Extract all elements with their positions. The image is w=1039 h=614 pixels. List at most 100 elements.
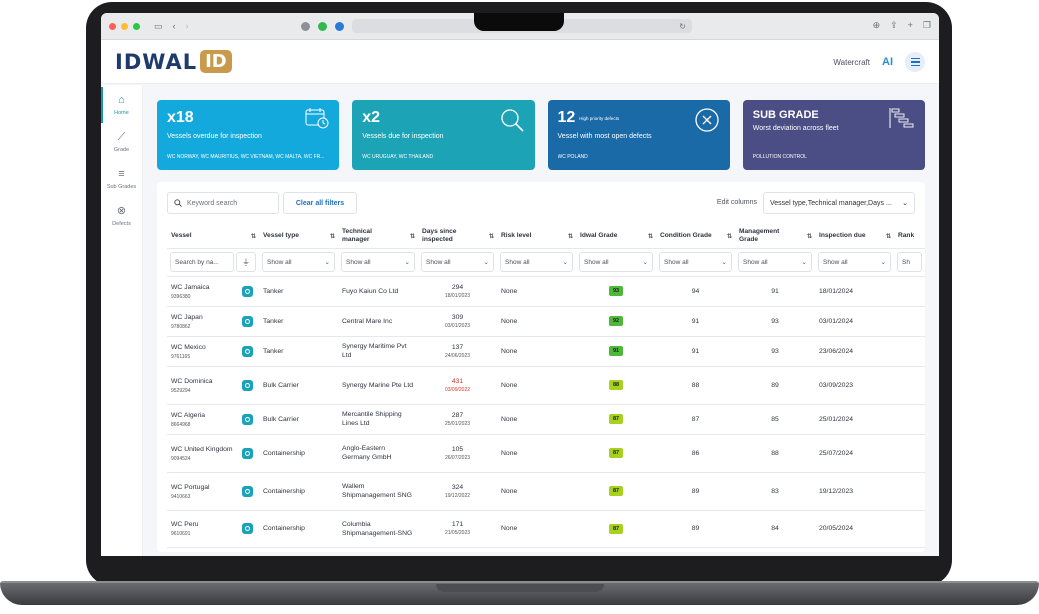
column-header-days-since[interactable]: Days since inspected ⇅ xyxy=(418,224,497,249)
rank-filter[interactable]: Sh xyxy=(897,252,922,272)
idwal-grade-badge[interactable]: 88 xyxy=(609,380,623,390)
column-header-management-grade[interactable]: Management Grade ⇅ xyxy=(735,224,815,249)
sub-grade-card[interactable]: SUB GRADE Worst deviation across fleet P… xyxy=(742,100,925,170)
tabs-overview-icon[interactable]: ❐ xyxy=(922,20,931,30)
table-row[interactable]: WC United Kingdom 9094524 Containership Ang… xyxy=(167,434,925,473)
vessel-name[interactable]: WC Jamaica xyxy=(171,283,210,291)
sort-icon[interactable]: ⇅ xyxy=(409,234,415,240)
menu-button[interactable] xyxy=(905,52,925,72)
keyword-search-input[interactable]: Keyword search xyxy=(167,192,279,214)
zoom-window-button[interactable] xyxy=(133,22,140,30)
vessel-name[interactable]: WC Peru xyxy=(171,521,199,528)
vessel-name[interactable]: WC Dominica xyxy=(171,377,213,385)
card-sub-grade-name: POLLUTION CONTROL xyxy=(752,154,807,160)
sort-icon[interactable]: ⇅ xyxy=(250,234,256,240)
forward-icon[interactable]: › xyxy=(185,21,189,31)
sort-icon[interactable]: ⇅ xyxy=(329,234,335,240)
vessel-name-filter[interactable]: Search by na... xyxy=(170,252,234,272)
column-header-rank[interactable]: Rank xyxy=(894,224,925,249)
table-row[interactable]: WC Peru 9610691 Containership Columbia Ship… xyxy=(167,510,925,548)
extension-blue-icon[interactable] xyxy=(335,21,344,31)
edit-columns-select[interactable]: Vessel type,Technical manager,Days ... ⌄ xyxy=(763,192,915,214)
vessel-report-icon[interactable] xyxy=(242,285,253,297)
sort-icon[interactable]: ⇅ xyxy=(726,234,732,240)
manager-filter[interactable]: Show all ⌄ xyxy=(341,252,415,272)
due-card[interactable]: x2 Vessels due for inspection WC URUGUAY… xyxy=(352,100,535,170)
column-header-vessel-type[interactable]: Vessel type ⇅ xyxy=(259,224,338,249)
watercraft-link[interactable]: Watercraft xyxy=(833,57,870,67)
vessel-report-icon[interactable] xyxy=(242,315,253,327)
inspection-due-filter[interactable]: Show all ⌄ xyxy=(818,252,891,272)
table-row[interactable]: WC Japan 9780862 Tanker Central Mare Inc 309… xyxy=(167,306,925,337)
column-header-risk-level[interactable]: Risk level ⇅ xyxy=(497,224,576,249)
sort-icon[interactable]: ⇅ xyxy=(488,234,494,240)
idwal-grade-badge[interactable]: 91 xyxy=(609,346,623,356)
privacy-icon[interactable] xyxy=(301,21,310,31)
vessel-name[interactable]: WC Japan xyxy=(171,313,203,321)
idwal-grade-badge[interactable]: 93 xyxy=(609,286,623,296)
column-header-condition-grade[interactable]: Condition Grade ⇅ xyxy=(656,224,735,249)
table-row[interactable]: WC Portugal 9410663 Containership Wallem Sh… xyxy=(167,472,925,511)
vessel-report-icon[interactable] xyxy=(242,345,253,357)
reload-icon[interactable]: ↻ xyxy=(679,21,686,31)
filter-icon[interactable]: ⏚ xyxy=(236,252,256,272)
overdue-card[interactable]: x18 Vessels overdue for inspection WC NO… xyxy=(157,100,340,170)
vessel-report-icon[interactable] xyxy=(242,523,253,534)
back-icon[interactable]: ‹ xyxy=(172,21,176,31)
minimize-window-button[interactable] xyxy=(121,22,128,30)
idwal-grade-badge[interactable]: 87 xyxy=(609,414,623,424)
vessel-report-icon[interactable] xyxy=(242,379,253,391)
table-scroll-area[interactable]: Vessel ⇅ Vessel type ⇅ Technical manager ⇅ … xyxy=(167,224,925,552)
condition-grade: 89 xyxy=(656,472,735,511)
idwal-logo[interactable]: IDWAL ID xyxy=(115,50,232,74)
home-icon: ⌂ xyxy=(118,94,125,106)
sort-icon[interactable]: ⇅ xyxy=(885,234,891,240)
column-header-vessel[interactable]: Vessel ⇅ xyxy=(167,224,259,249)
close-window-button[interactable] xyxy=(109,22,116,30)
idwal-grade-badge[interactable]: 87 xyxy=(609,523,623,534)
management-grade-filter[interactable]: Show all ⌄ xyxy=(738,252,812,272)
defects-card[interactable]: 12 High priority defects Vessel with mos… xyxy=(547,100,730,170)
column-header-technical-manager[interactable]: Technical manager ⇅ xyxy=(338,224,418,249)
table-row[interactable]: WC Jamaica 9396380 Tanker Fuyo Kaiun Co Ltd… xyxy=(167,276,925,307)
clear-filters-button[interactable]: Clear all filters xyxy=(283,192,357,214)
idwal-grade-badge[interactable]: 87 xyxy=(609,486,623,496)
table-row[interactable]: WC Dominica 9529294 Bulk Carrier Synergy Ma… xyxy=(167,366,925,405)
sidebar-item-grade[interactable]: ⟋ Grade xyxy=(101,122,142,159)
download-icon[interactable]: ⊕ xyxy=(872,20,881,30)
table-row[interactable]: WC Mexico 9761165 Tanker Synergy Maritime P… xyxy=(167,336,925,367)
vessel-report-icon[interactable] xyxy=(242,413,253,425)
header-actions: Watercraft AI xyxy=(833,52,925,72)
idwal-grade-badge[interactable]: 87 xyxy=(609,448,623,458)
days-filter[interactable]: Show all ⌄ xyxy=(421,252,494,272)
sort-icon[interactable]: ⇅ xyxy=(806,234,812,240)
share-icon[interactable]: ⇪ xyxy=(890,20,898,30)
vessel-report-icon[interactable] xyxy=(242,447,253,459)
table-row[interactable] xyxy=(167,547,925,552)
vessel-report-icon[interactable] xyxy=(242,485,253,497)
x-circle-icon xyxy=(695,108,719,132)
vessel-name[interactable]: WC Mexico xyxy=(171,343,206,351)
column-header-idwal-grade[interactable]: Idwal Grade ⇅ xyxy=(576,224,656,249)
idwal-grade-badge[interactable]: 92 xyxy=(609,316,623,326)
idwal-grade-filter[interactable]: Show all ⌄ xyxy=(579,252,653,272)
vessel-name[interactable]: WC Algeria xyxy=(171,411,205,419)
new-tab-icon[interactable]: + xyxy=(907,20,913,30)
sort-icon[interactable]: ⇅ xyxy=(647,234,653,240)
sidebar-item-sub-grades[interactable]: ≡ Sub Grades xyxy=(101,159,142,196)
vessel-name[interactable]: WC Portugal xyxy=(171,483,210,491)
vessel-name[interactable]: WC United Kingdom xyxy=(171,445,233,453)
column-header-inspection-due[interactable]: Inspection due ⇅ xyxy=(815,224,894,249)
condition-grade-filter[interactable]: Show all ⌄ xyxy=(659,252,732,272)
ai-button[interactable]: AI xyxy=(882,56,893,68)
sidebar-toggle-icon[interactable]: ▭ xyxy=(154,20,163,31)
sidebar-item-defects[interactable]: ⊗ Defects xyxy=(101,196,142,233)
risk-filter[interactable]: Show all ⌄ xyxy=(500,252,573,272)
table-row[interactable]: WC Algeria 8664968 Bulk Carrier Mercantile … xyxy=(167,404,925,435)
chevron-down-icon: ⌄ xyxy=(642,259,648,266)
condition-grade: 89 xyxy=(656,510,735,548)
extension-green-icon[interactable] xyxy=(318,21,327,31)
sidebar-item-home[interactable]: ⌂ Home xyxy=(101,85,142,123)
vessel-type-filter[interactable]: Show all ⌄ xyxy=(262,252,335,272)
sort-icon[interactable]: ⇅ xyxy=(567,234,573,240)
